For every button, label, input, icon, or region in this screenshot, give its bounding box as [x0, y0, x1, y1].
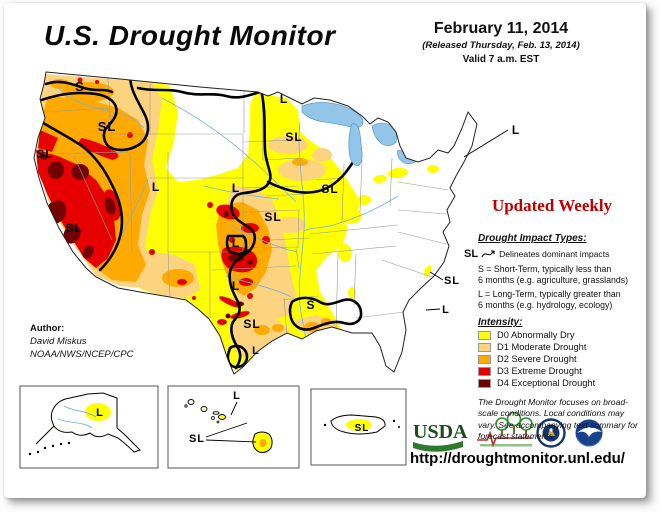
- legend-item-label: D0 Abnormally Dry: [497, 330, 575, 341]
- impact-label-l: L: [232, 181, 240, 195]
- valid-time: Valid 7 a.m. EST: [462, 54, 540, 65]
- legend: Drought Impact Types: SL Delineates domi…: [464, 233, 652, 442]
- impact-label-l: L: [280, 92, 288, 106]
- page-title: U.S. Drought Monitor: [44, 20, 336, 51]
- label-leader-line: [205, 422, 248, 438]
- commerce-seal: [536, 418, 566, 448]
- svg-text:USDA: USDA: [413, 421, 468, 443]
- legend-color-swatch: [478, 330, 491, 340]
- impact-label-sl: SL: [264, 210, 281, 224]
- legend-color-swatch: [478, 366, 491, 376]
- label-leader-line: [230, 401, 238, 416]
- legend-color-swatch: [478, 342, 491, 352]
- impact-label-sl: SL: [36, 147, 53, 161]
- date-block: February 11, 2014 (Released Thursday, Fe…: [408, 20, 594, 65]
- impact-label-l: L: [252, 345, 260, 357]
- delineation-squiggle-icon: [481, 250, 495, 258]
- legend-item-label: D2 Severe Drought: [497, 354, 577, 365]
- impact-label-l: L: [96, 407, 104, 419]
- impact-label-sl: SL: [65, 221, 82, 235]
- updated-weekly-note: Updated Weekly: [491, 196, 613, 215]
- impact-label-l: L: [512, 123, 520, 137]
- drought-monitor-url[interactable]: http://droughtmonitor.unl.edu/: [410, 450, 625, 467]
- impact-label-l: L: [152, 180, 160, 194]
- label-leader-line: [429, 271, 444, 281]
- inset-hawaii: [167, 385, 300, 469]
- noaa-seal: [575, 419, 603, 447]
- impact-label-l: L: [232, 279, 240, 293]
- impact-label-sl: SL: [98, 119, 117, 134]
- impact-label-sl: SL: [444, 275, 460, 287]
- intensity-legend: D0 Abnormally Dry D1 Moderate Drought D2…: [478, 330, 652, 388]
- legend-item: D0 Abnormally Dry: [478, 330, 652, 340]
- impact-label-l: L: [442, 304, 450, 316]
- delineates-row: SL Delineates dominant impacts: [464, 248, 652, 260]
- inset-puerto-rico: [310, 388, 407, 466]
- map-date: February 11, 2014: [433, 20, 569, 37]
- author-block: Author: David Miskus NOAA/NWS/NCEP/CPC: [30, 323, 133, 361]
- label-leader-line: [425, 308, 441, 311]
- impact-label-l: L: [232, 236, 240, 250]
- delineates-label: Delineates dominant impacts: [499, 249, 610, 259]
- impact-label-sl: SL: [189, 433, 205, 445]
- legend-color-swatch: [478, 378, 491, 388]
- legend-item-label: D4 Exceptional Drought: [497, 378, 596, 389]
- legend-item: D2 Severe Drought: [478, 354, 652, 364]
- author-org: NOAA/NWS/NCEP/CPC: [30, 348, 134, 360]
- label-leader-line: [205, 439, 257, 443]
- impact-types-heading: Drought Impact Types:: [478, 233, 587, 244]
- impact-label-sl: SL: [285, 130, 302, 144]
- impact-label-l: L: [233, 390, 241, 402]
- intensity-heading: Intensity:: [478, 317, 523, 329]
- short-term-definition: S = Short-Term, typically less than 6 mo…: [478, 264, 629, 285]
- author-name: David Miskus: [30, 335, 87, 347]
- legend-item-label: D1 Moderate Drought: [497, 342, 587, 353]
- impact-label-sl: SL: [355, 423, 370, 434]
- disclaimer-note: The Drought Monitor focuses on broad-sca…: [478, 397, 638, 441]
- label-leader-line: [463, 129, 509, 158]
- impact-label-sl: SL: [321, 182, 338, 196]
- legend-item: D3 Extreme Drought: [478, 366, 652, 376]
- legend-item: D4 Exceptional Drought: [478, 378, 652, 388]
- legend-item-label: D3 Extreme Drought: [497, 366, 582, 377]
- impact-label-sl: SL: [243, 317, 260, 331]
- impact-boundaries: [34, 72, 363, 370]
- impact-label-s: S: [306, 298, 315, 312]
- us-outline: [33, 71, 478, 375]
- inset-alaska: [19, 385, 159, 469]
- long-term-definition: L = Long-Term, typically greater than 6 …: [478, 289, 621, 310]
- impact-label-s: S: [75, 79, 85, 94]
- release-date: (Released Thursday, Feb. 13, 2014): [422, 40, 580, 51]
- sl-symbol: SL: [464, 248, 479, 260]
- legend-color-swatch: [478, 354, 491, 364]
- ndmc-logo: [477, 411, 533, 448]
- usda-logo: USDA: [413, 421, 468, 452]
- author-label: Author:: [30, 323, 65, 334]
- legend-item: D1 Moderate Drought: [478, 342, 652, 352]
